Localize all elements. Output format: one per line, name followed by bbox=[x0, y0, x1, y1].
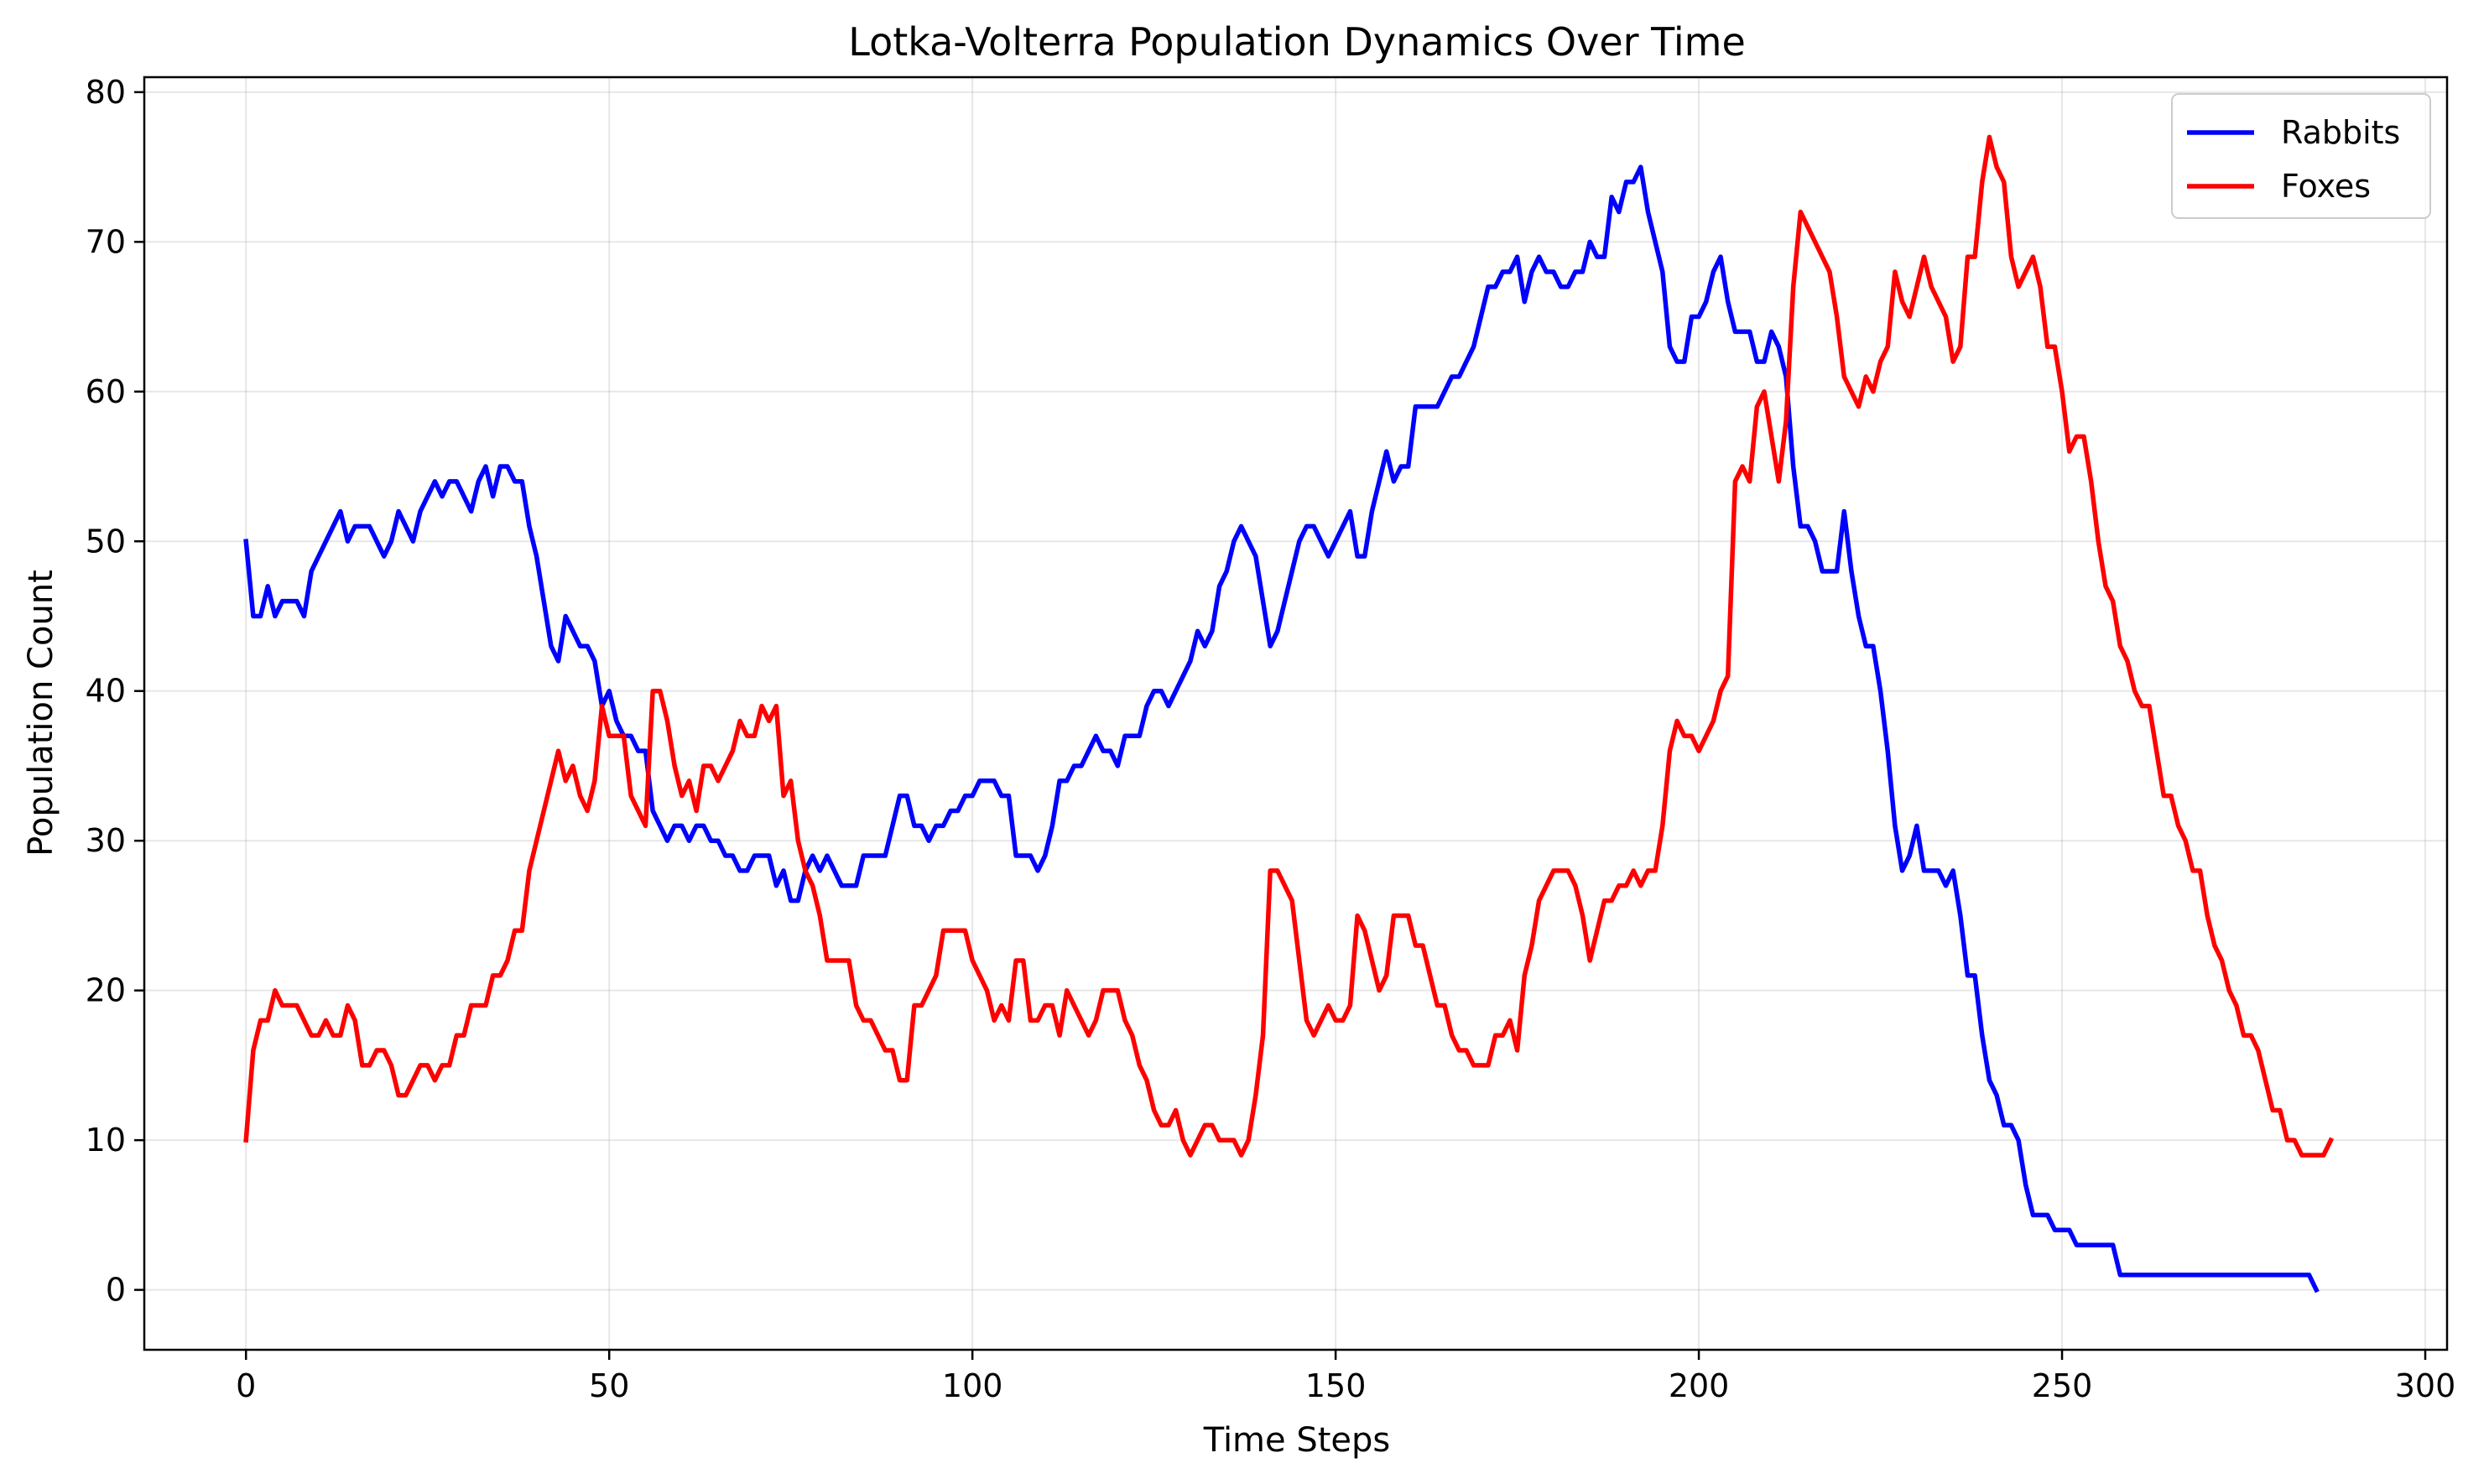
legend: Rabbits Foxes bbox=[2171, 93, 2431, 219]
plot-frame bbox=[143, 76, 2449, 1351]
y-tick-label: 30 bbox=[86, 822, 126, 859]
y-tick-label: 80 bbox=[86, 74, 126, 111]
x-tick-label: 300 bbox=[2395, 1367, 2456, 1404]
x-tick-label: 50 bbox=[589, 1367, 629, 1404]
y-tick-label: 20 bbox=[86, 972, 126, 1009]
y-tick-label: 60 bbox=[86, 373, 126, 410]
x-tick-label: 250 bbox=[2032, 1367, 2093, 1404]
y-tick-label: 0 bbox=[106, 1272, 126, 1309]
legend-label-rabbits: Rabbits bbox=[2281, 114, 2400, 151]
x-axis-title: Time Steps bbox=[1203, 1421, 1391, 1460]
series-lines bbox=[243, 134, 2335, 1294]
y-axis-title: Population Count bbox=[22, 570, 60, 857]
x-tick-label: 100 bbox=[942, 1367, 1003, 1404]
x-tick-label: 150 bbox=[1305, 1367, 1367, 1404]
y-tick-label: 40 bbox=[86, 673, 126, 710]
y-tick-label: 50 bbox=[86, 523, 126, 560]
series-line-rabbits bbox=[243, 164, 2320, 1294]
axis-ticks: 0 50 100 150 200 250 300 0 10 20 30 40 50 60 70 80 bbox=[86, 74, 2456, 1404]
series-line-foxes bbox=[243, 134, 2335, 1158]
x-tick-label: 0 bbox=[236, 1367, 256, 1404]
chart-title: Lotka-Volterra Population Dynamics Over … bbox=[848, 19, 1746, 65]
legend-label-foxes: Foxes bbox=[2281, 168, 2371, 205]
x-tick-label: 200 bbox=[1669, 1367, 1730, 1404]
y-tick-label: 10 bbox=[86, 1122, 126, 1159]
y-tick-label: 70 bbox=[86, 223, 126, 260]
grid-lines bbox=[144, 77, 2447, 1350]
